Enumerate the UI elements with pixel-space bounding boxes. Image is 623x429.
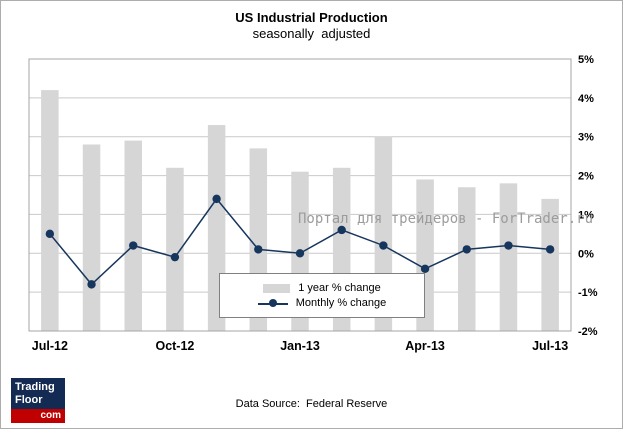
x-axis-label: Jan-13 (280, 339, 320, 353)
monthly-change-point (45, 229, 55, 239)
chart-title: US Industrial Production (235, 10, 388, 25)
bar-year-change (82, 144, 101, 331)
monthly-change-point (254, 245, 263, 254)
x-axis-label: Jul-12 (32, 339, 68, 353)
x-axis-label: Jul-13 (532, 339, 568, 353)
monthly-change-point (379, 241, 388, 250)
y-axis-label: -1% (578, 287, 598, 299)
line-marker-swatch-icon (257, 298, 288, 308)
monthly-change-point (545, 245, 555, 254)
bar-swatch-icon (263, 283, 291, 293)
legend-label: Monthly % change (295, 297, 387, 309)
legend-label: 1 year % change (298, 282, 381, 294)
monthly-change-point (212, 194, 221, 204)
monthly-change-point (420, 264, 430, 274)
y-axis-label: 0% (578, 248, 594, 260)
y-axis-label: 3% (578, 132, 594, 144)
logo-text: Trading Floor (11, 378, 65, 409)
x-axis-label: Apr-13 (405, 339, 445, 353)
logo-line1: Trading (15, 381, 55, 393)
monthly-change-point (87, 280, 96, 289)
bar-year-change (124, 140, 142, 331)
y-axis-label: 1% (578, 209, 594, 221)
monthly-change-point (337, 225, 346, 235)
monthly-change-point (170, 252, 180, 262)
plot-border (28, 58, 572, 332)
monthly-change-point (504, 241, 513, 250)
bar-year-change (458, 187, 476, 331)
data-source-note: Data Source: Federal Reserve (235, 398, 388, 410)
x-axis-label: Oct-12 (155, 339, 194, 353)
logo-tld: com (11, 409, 65, 423)
bar-year-change (541, 198, 559, 331)
logo-line2: Floor (15, 394, 43, 406)
monthly-change-point (295, 249, 305, 258)
legend-item-year-change: 1 year % change (220, 282, 424, 294)
chart-subtitle: seasonally adjusted (252, 26, 371, 41)
bar-year-change (41, 90, 59, 331)
y-axis-label: 2% (578, 171, 594, 183)
tradingfloor-logo: Trading Floor com (11, 378, 65, 423)
monthly-change-point (462, 245, 471, 254)
y-axis-label: 5% (578, 54, 594, 66)
bar-year-change (166, 167, 184, 331)
monthly-change-point (129, 241, 138, 250)
bar-year-change (499, 183, 518, 331)
y-axis-label: 4% (578, 93, 594, 105)
y-axis-label: -2% (578, 326, 598, 338)
legend-item-monthly-change: Monthly % change (220, 297, 424, 309)
chart-legend: 1 year % change Monthly % change (219, 273, 425, 318)
